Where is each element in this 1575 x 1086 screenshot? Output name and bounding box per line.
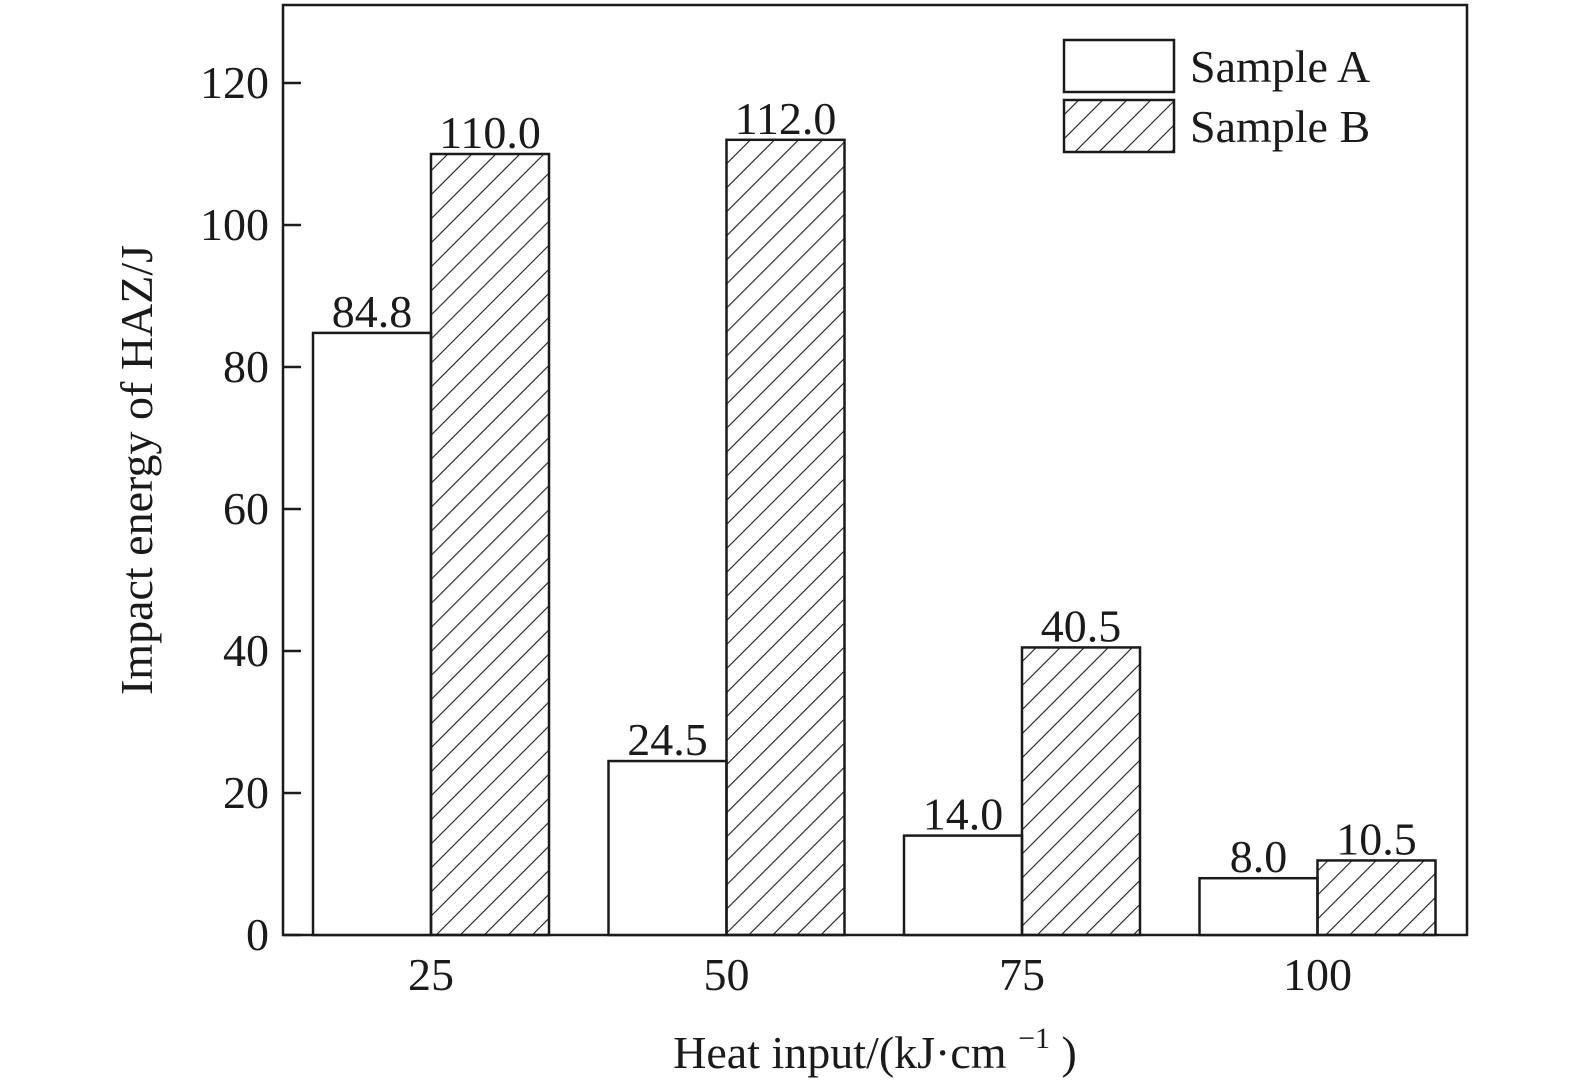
bar-sample-a-75 <box>902 834 1024 937</box>
bar-value-label: 84.8 <box>332 286 413 337</box>
plot-frame <box>281 3 1469 937</box>
legend-label-sample-a: Sample A <box>1190 41 1370 92</box>
y-tick-label: 40 <box>223 625 269 676</box>
x-axis-title-main: Heat input/(kJ·cm <box>673 1027 1007 1078</box>
x-tick-label: 25 <box>408 949 454 1000</box>
bar-value-labels: 84.8 110.0 24.5 112.0 14.0 40.5 8.0 10.5 <box>332 93 1417 882</box>
bars <box>311 138 1437 937</box>
x-axis: 25 50 75 100 <box>408 949 1352 1000</box>
bar-sample-a-25 <box>311 331 433 937</box>
bar-value-label: 14.0 <box>923 789 1004 840</box>
bar-sample-b-75 <box>1020 646 1142 937</box>
legend-swatch-sample-b <box>1062 98 1176 154</box>
bar-value-label: 8.0 <box>1230 831 1288 882</box>
y-tick-label: 120 <box>200 57 269 108</box>
bar-value-label: 112.0 <box>735 93 837 144</box>
legend-label-sample-b: Sample B <box>1190 101 1370 152</box>
x-tick-label: 75 <box>999 949 1045 1000</box>
bar-value-label: 40.5 <box>1041 600 1122 651</box>
y-tick-label: 60 <box>223 483 269 534</box>
x-tick-label: 100 <box>1283 949 1352 1000</box>
bar-sample-b-50 <box>725 138 846 937</box>
bar-sample-b-100 <box>1316 859 1437 937</box>
y-tick-label: 20 <box>223 767 269 818</box>
y-axis-title: Impact energy of HAZ/J <box>111 245 162 695</box>
x-axis-title-suffix: ) <box>1062 1027 1077 1078</box>
x-axis-title: Heat input/(kJ·cm −1 ) <box>673 1007 1077 1078</box>
bar-value-label: 10.5 <box>1336 813 1417 864</box>
bar-sample-a-50 <box>607 759 728 937</box>
bar-sample-b-25 <box>429 152 551 937</box>
legend-swatch-sample-a <box>1062 38 1176 94</box>
y-tick-label: 80 <box>223 341 269 392</box>
x-axis-title-superscript: −1 <box>1018 1022 1050 1055</box>
y-tick-label: 100 <box>200 199 269 250</box>
bar-sample-a-100 <box>1198 876 1319 937</box>
legend: Sample A Sample B <box>1062 38 1370 154</box>
bar-value-label: 24.5 <box>627 714 708 765</box>
bar-value-label: 110.0 <box>439 107 541 158</box>
x-tick-label: 50 <box>704 949 750 1000</box>
y-tick-label: 0 <box>246 909 269 960</box>
y-axis: 0 20 40 60 80 100 120 <box>200 57 301 960</box>
